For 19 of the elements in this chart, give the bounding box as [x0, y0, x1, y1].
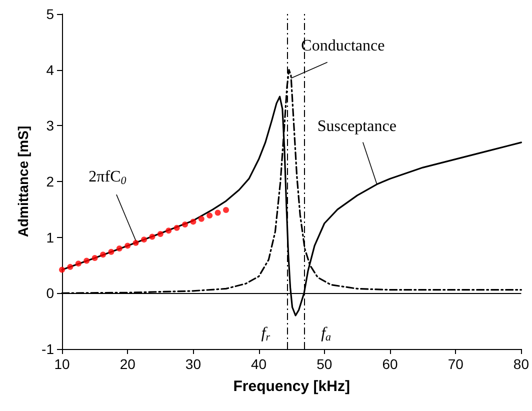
y-axis-title: Admittance [mS] [15, 126, 31, 238]
annotation: Susceptance [317, 118, 396, 135]
x-tick-label: 70 [448, 356, 464, 372]
x-tick-label: 20 [120, 356, 136, 372]
y-tick-label: 0 [46, 285, 54, 302]
y-tick-label: 4 [46, 62, 54, 78]
x-tick-label: 60 [382, 356, 398, 372]
y-tick-label: 2 [46, 174, 54, 190]
x-tick-label: 80 [513, 356, 530, 372]
y-tick-label: -1 [42, 341, 54, 357]
x-tick-label: 10 [54, 356, 70, 372]
annotation: Conductance [301, 38, 385, 55]
x-tick-label: 30 [185, 356, 202, 372]
y-tick-label: 1 [46, 229, 54, 246]
y-tick-label: 3 [46, 118, 54, 134]
x-axis-title: Frequency [kHz] [233, 378, 350, 395]
x-tick-label: 50 [316, 356, 332, 372]
y-tick-label: 5 [46, 6, 54, 22]
x-tick-label: 40 [251, 356, 267, 372]
